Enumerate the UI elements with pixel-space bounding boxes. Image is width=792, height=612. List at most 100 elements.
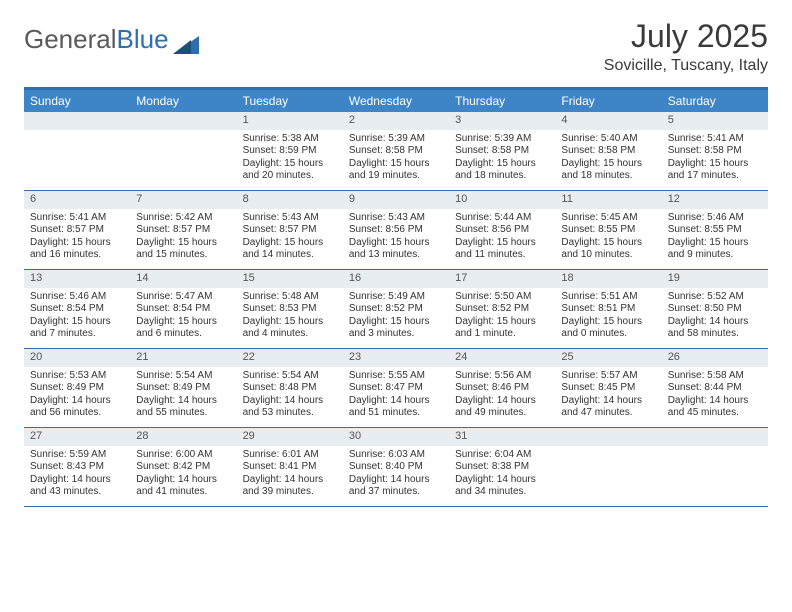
sunset-text: Sunset: 8:38 PM — [455, 461, 549, 474]
day-cell: 4Sunrise: 5:40 AMSunset: 8:58 PMDaylight… — [555, 112, 661, 190]
day-number: 19 — [662, 270, 768, 288]
sunrise-text: Sunrise: 5:47 AM — [136, 291, 230, 304]
sunset-text: Sunset: 8:46 PM — [455, 382, 549, 395]
day-number: 23 — [343, 349, 449, 367]
daylight-text: Daylight: 15 hours and 1 minute. — [455, 316, 549, 341]
sunrise-text: Sunrise: 5:39 AM — [349, 133, 443, 146]
daylight-text: Daylight: 15 hours and 6 minutes. — [136, 316, 230, 341]
sunrise-text: Sunrise: 5:56 AM — [455, 370, 549, 383]
day-cell: 10Sunrise: 5:44 AMSunset: 8:56 PMDayligh… — [449, 191, 555, 269]
daylight-text: Daylight: 15 hours and 18 minutes. — [561, 158, 655, 183]
day-body: Sunrise: 5:39 AMSunset: 8:58 PMDaylight:… — [449, 130, 555, 187]
day-cell: 17Sunrise: 5:50 AMSunset: 8:52 PMDayligh… — [449, 270, 555, 348]
day-number: 6 — [24, 191, 130, 209]
sunrise-text: Sunrise: 5:48 AM — [243, 291, 337, 304]
sunset-text: Sunset: 8:45 PM — [561, 382, 655, 395]
day-cell: 6Sunrise: 5:41 AMSunset: 8:57 PMDaylight… — [24, 191, 130, 269]
sunrise-text: Sunrise: 5:38 AM — [243, 133, 337, 146]
daylight-text: Daylight: 14 hours and 41 minutes. — [136, 474, 230, 499]
day-cell: 21Sunrise: 5:54 AMSunset: 8:49 PMDayligh… — [130, 349, 236, 427]
day-body: Sunrise: 6:00 AMSunset: 8:42 PMDaylight:… — [130, 446, 236, 503]
day-number: 8 — [237, 191, 343, 209]
sunset-text: Sunset: 8:55 PM — [561, 224, 655, 237]
sunrise-text: Sunrise: 5:39 AM — [455, 133, 549, 146]
daylight-text: Daylight: 14 hours and 53 minutes. — [243, 395, 337, 420]
day-cell: 11Sunrise: 5:45 AMSunset: 8:55 PMDayligh… — [555, 191, 661, 269]
day-number — [24, 112, 130, 130]
sunset-text: Sunset: 8:56 PM — [455, 224, 549, 237]
title-block: July 2025 Sovicille, Tuscany, Italy — [604, 18, 768, 75]
week-row: 6Sunrise: 5:41 AMSunset: 8:57 PMDaylight… — [24, 191, 768, 270]
day-body: Sunrise: 6:01 AMSunset: 8:41 PMDaylight:… — [237, 446, 343, 503]
day-body: Sunrise: 5:45 AMSunset: 8:55 PMDaylight:… — [555, 209, 661, 266]
day-cell: 1Sunrise: 5:38 AMSunset: 8:59 PMDaylight… — [237, 112, 343, 190]
daylight-text: Daylight: 15 hours and 11 minutes. — [455, 237, 549, 262]
day-cell: 31Sunrise: 6:04 AMSunset: 8:38 PMDayligh… — [449, 428, 555, 506]
day-number: 22 — [237, 349, 343, 367]
sunset-text: Sunset: 8:57 PM — [243, 224, 337, 237]
day-cell: 19Sunrise: 5:52 AMSunset: 8:50 PMDayligh… — [662, 270, 768, 348]
sunrise-text: Sunrise: 5:52 AM — [668, 291, 762, 304]
sunset-text: Sunset: 8:49 PM — [136, 382, 230, 395]
day-cell: 13Sunrise: 5:46 AMSunset: 8:54 PMDayligh… — [24, 270, 130, 348]
sunrise-text: Sunrise: 5:46 AM — [30, 291, 124, 304]
week-row: 20Sunrise: 5:53 AMSunset: 8:49 PMDayligh… — [24, 349, 768, 428]
day-cell: 7Sunrise: 5:42 AMSunset: 8:57 PMDaylight… — [130, 191, 236, 269]
day-number: 5 — [662, 112, 768, 130]
day-cell: 24Sunrise: 5:56 AMSunset: 8:46 PMDayligh… — [449, 349, 555, 427]
daylight-text: Daylight: 14 hours and 55 minutes. — [136, 395, 230, 420]
sunrise-text: Sunrise: 5:54 AM — [243, 370, 337, 383]
day-body: Sunrise: 5:41 AMSunset: 8:58 PMDaylight:… — [662, 130, 768, 187]
day-cell: 22Sunrise: 5:54 AMSunset: 8:48 PMDayligh… — [237, 349, 343, 427]
day-body: Sunrise: 5:54 AMSunset: 8:49 PMDaylight:… — [130, 367, 236, 424]
day-number: 3 — [449, 112, 555, 130]
sunset-text: Sunset: 8:51 PM — [561, 303, 655, 316]
day-cell: 26Sunrise: 5:58 AMSunset: 8:44 PMDayligh… — [662, 349, 768, 427]
day-body: Sunrise: 5:55 AMSunset: 8:47 PMDaylight:… — [343, 367, 449, 424]
daylight-text: Daylight: 14 hours and 49 minutes. — [455, 395, 549, 420]
day-number: 1 — [237, 112, 343, 130]
daylight-text: Daylight: 15 hours and 13 minutes. — [349, 237, 443, 262]
day-number — [662, 428, 768, 446]
day-number: 24 — [449, 349, 555, 367]
sunrise-text: Sunrise: 5:54 AM — [136, 370, 230, 383]
sunrise-text: Sunrise: 6:00 AM — [136, 449, 230, 462]
sunrise-text: Sunrise: 5:41 AM — [30, 212, 124, 225]
daylight-text: Daylight: 15 hours and 19 minutes. — [349, 158, 443, 183]
day-body: Sunrise: 5:40 AMSunset: 8:58 PMDaylight:… — [555, 130, 661, 187]
day-body: Sunrise: 5:53 AMSunset: 8:49 PMDaylight:… — [24, 367, 130, 424]
day-cell: 5Sunrise: 5:41 AMSunset: 8:58 PMDaylight… — [662, 112, 768, 190]
daylight-text: Daylight: 15 hours and 15 minutes. — [136, 237, 230, 262]
week-row: 27Sunrise: 5:59 AMSunset: 8:43 PMDayligh… — [24, 428, 768, 507]
sunset-text: Sunset: 8:41 PM — [243, 461, 337, 474]
day-body: Sunrise: 5:54 AMSunset: 8:48 PMDaylight:… — [237, 367, 343, 424]
month-title: July 2025 — [604, 18, 768, 55]
sunset-text: Sunset: 8:56 PM — [349, 224, 443, 237]
day-header-friday: Friday — [555, 90, 661, 112]
day-cell: 29Sunrise: 6:01 AMSunset: 8:41 PMDayligh… — [237, 428, 343, 506]
day-number: 17 — [449, 270, 555, 288]
day-header-saturday: Saturday — [662, 90, 768, 112]
day-body: Sunrise: 5:38 AMSunset: 8:59 PMDaylight:… — [237, 130, 343, 187]
sunrise-text: Sunrise: 5:57 AM — [561, 370, 655, 383]
sunrise-text: Sunrise: 6:01 AM — [243, 449, 337, 462]
day-body: Sunrise: 5:41 AMSunset: 8:57 PMDaylight:… — [24, 209, 130, 266]
sunrise-text: Sunrise: 6:04 AM — [455, 449, 549, 462]
day-body: Sunrise: 5:39 AMSunset: 8:58 PMDaylight:… — [343, 130, 449, 187]
daylight-text: Daylight: 15 hours and 7 minutes. — [30, 316, 124, 341]
sunrise-text: Sunrise: 5:55 AM — [349, 370, 443, 383]
day-cell: 2Sunrise: 5:39 AMSunset: 8:58 PMDaylight… — [343, 112, 449, 190]
daylight-text: Daylight: 15 hours and 0 minutes. — [561, 316, 655, 341]
day-cell: 23Sunrise: 5:55 AMSunset: 8:47 PMDayligh… — [343, 349, 449, 427]
daylight-text: Daylight: 14 hours and 51 minutes. — [349, 395, 443, 420]
day-cell: 14Sunrise: 5:47 AMSunset: 8:54 PMDayligh… — [130, 270, 236, 348]
daylight-text: Daylight: 14 hours and 56 minutes. — [30, 395, 124, 420]
day-number: 25 — [555, 349, 661, 367]
day-header-row: SundayMondayTuesdayWednesdayThursdayFrid… — [24, 90, 768, 112]
day-body: Sunrise: 5:56 AMSunset: 8:46 PMDaylight:… — [449, 367, 555, 424]
day-number: 29 — [237, 428, 343, 446]
sunrise-text: Sunrise: 5:46 AM — [668, 212, 762, 225]
day-number: 31 — [449, 428, 555, 446]
sunrise-text: Sunrise: 5:51 AM — [561, 291, 655, 304]
daylight-text: Daylight: 15 hours and 9 minutes. — [668, 237, 762, 262]
